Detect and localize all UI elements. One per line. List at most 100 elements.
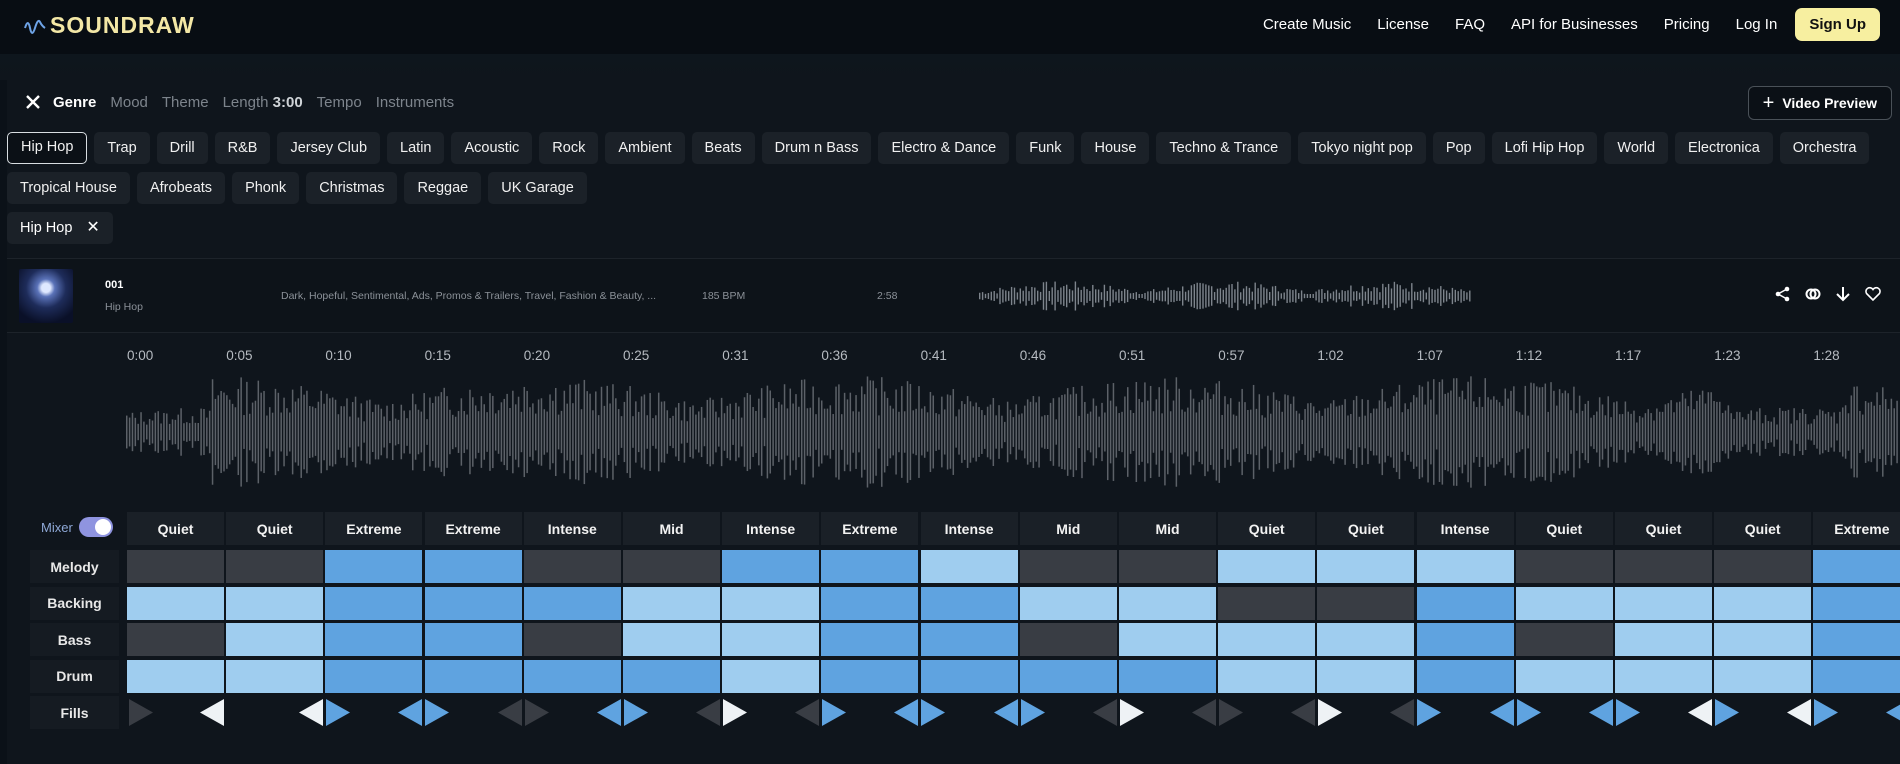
bass-cell[interactable] [1019, 623, 1117, 656]
fill-pair[interactable] [325, 696, 355, 729]
backing-cell[interactable] [1714, 586, 1812, 620]
genre-chip-acoustic[interactable]: Acoustic [451, 132, 533, 164]
share-icon[interactable] [1774, 285, 1792, 303]
bass-cell[interactable] [623, 623, 720, 656]
fill-pair[interactable] [325, 696, 424, 729]
track-mini-waveform[interactable] [979, 281, 1499, 311]
logo[interactable]: SOUNDRAW [24, 12, 195, 39]
melody-cell[interactable] [127, 550, 224, 583]
fill-pair[interactable] [127, 696, 226, 729]
main-waveform[interactable] [126, 376, 1900, 488]
melody-cell[interactable] [226, 550, 324, 583]
fill-pair[interactable] [1615, 696, 1645, 729]
genre-chip-jersey-club[interactable]: Jersey Club [277, 132, 381, 164]
remove-genre-icon[interactable]: ✕ [86, 219, 100, 236]
fill-pair[interactable] [1813, 696, 1900, 729]
genre-chip-tropical-house[interactable]: Tropical House [7, 172, 130, 204]
fill-pair[interactable] [1317, 696, 1416, 729]
energy-cell[interactable]: Mid [623, 512, 720, 545]
backing-cell[interactable] [623, 586, 720, 620]
energy-cell[interactable]: Extreme [424, 512, 522, 545]
energy-cell[interactable]: Intense [523, 512, 621, 545]
tab-genre[interactable]: Genre [53, 93, 97, 111]
melody-cell[interactable] [821, 550, 919, 583]
melody-cell[interactable] [1119, 550, 1216, 583]
bass-cell[interactable] [226, 623, 324, 656]
bass-cell[interactable] [424, 623, 522, 656]
download-icon[interactable] [1834, 285, 1852, 303]
backing-cell[interactable] [821, 586, 919, 620]
genre-chip-house[interactable]: House [1081, 132, 1150, 164]
drum-cell[interactable] [325, 659, 423, 693]
signup-button[interactable]: Sign Up [1795, 8, 1880, 41]
energy-cell[interactable]: Quiet [127, 512, 224, 545]
drum-cell[interactable] [1416, 659, 1514, 693]
melody-cell[interactable] [1019, 550, 1117, 583]
drum-cell[interactable] [226, 659, 324, 693]
melody-cell[interactable] [1416, 550, 1514, 583]
bass-cell[interactable] [1416, 623, 1514, 656]
bass-cell[interactable] [1813, 623, 1900, 656]
genre-chip-latin[interactable]: Latin [387, 132, 445, 164]
fill-pair[interactable] [920, 696, 950, 729]
bass-cell[interactable] [1218, 623, 1316, 656]
fill-pair[interactable] [424, 696, 454, 729]
selected-genre-tag[interactable]: Hip Hop ✕ [7, 212, 113, 244]
link-icon[interactable] [1804, 285, 1822, 303]
fill-pair[interactable] [1218, 696, 1317, 729]
backing-cell[interactable] [424, 586, 522, 620]
fill-pair[interactable] [127, 696, 226, 729]
bass-cell[interactable] [325, 623, 423, 656]
genre-chip-randb[interactable]: R&B [214, 132, 271, 164]
melody-cell[interactable] [623, 550, 720, 583]
energy-cell[interactable]: Intense [1416, 512, 1514, 545]
energy-cell[interactable]: Quiet [1218, 512, 1316, 545]
bass-cell[interactable] [1615, 623, 1712, 656]
fill-pair[interactable] [1119, 696, 1218, 729]
energy-cell[interactable]: Extreme [1813, 512, 1900, 545]
melody-cell[interactable] [523, 550, 621, 583]
backing-cell[interactable] [1615, 586, 1712, 620]
close-filters-button[interactable] [13, 82, 53, 122]
fill-pair[interactable] [1714, 696, 1744, 729]
genre-chip-drill[interactable]: Drill [156, 132, 208, 164]
nav-link-faq[interactable]: FAQ [1455, 16, 1486, 33]
nav-link-license[interactable]: License [1377, 16, 1429, 33]
drum-cell[interactable] [623, 659, 720, 693]
genre-chip-electro-and-dance[interactable]: Electro & Dance [878, 132, 1010, 164]
genre-chip-techno-and-trance[interactable]: Techno & Trance [1156, 132, 1292, 164]
drum-cell[interactable] [1813, 659, 1900, 693]
genre-chip-phonk[interactable]: Phonk [232, 172, 300, 204]
backing-cell[interactable] [1416, 586, 1514, 620]
genre-chip-lofi-hip-hop[interactable]: Lofi Hip Hop [1491, 132, 1598, 164]
tab-mood[interactable]: Mood [110, 93, 148, 111]
fill-pair[interactable] [722, 696, 752, 729]
backing-cell[interactable] [722, 586, 820, 620]
fill-pair[interactable] [821, 696, 920, 729]
genre-chip-beats[interactable]: Beats [691, 132, 755, 164]
drum-cell[interactable] [1714, 659, 1812, 693]
timeline[interactable]: 0:00 0:05 0:10 0:15 0:20 0:25 0:31 0:36 0:41 0:46… [0, 340, 1900, 370]
genre-chip-tokyo-night-pop[interactable]: Tokyo night pop [1298, 132, 1426, 164]
drum-cell[interactable] [722, 659, 820, 693]
backing-cell[interactable] [1317, 586, 1415, 620]
bass-cell[interactable] [127, 623, 224, 656]
drum-cell[interactable] [920, 659, 1018, 693]
genre-chip-trap[interactable]: Trap [94, 132, 150, 164]
fill-pair[interactable] [425, 696, 524, 729]
genre-chip-christmas[interactable]: Christmas [306, 172, 398, 204]
energy-cell[interactable]: Intense [920, 512, 1018, 545]
track-thumbnail[interactable] [19, 269, 73, 323]
video-preview-button[interactable]: + Video Preview [1747, 86, 1892, 120]
backing-cell[interactable] [1119, 586, 1216, 620]
fill-pair[interactable] [524, 696, 623, 729]
backing-cell[interactable] [920, 586, 1018, 620]
fill-pair[interactable] [1615, 696, 1714, 729]
melody-cell[interactable] [325, 550, 423, 583]
fill-pair[interactable] [1020, 696, 1050, 729]
bass-cell[interactable] [722, 623, 820, 656]
drum-cell[interactable] [1615, 659, 1712, 693]
nav-link-create-music[interactable]: Create Music [1262, 16, 1352, 33]
bass-cell[interactable] [1515, 623, 1613, 656]
genre-chip-world[interactable]: World [1604, 132, 1669, 164]
